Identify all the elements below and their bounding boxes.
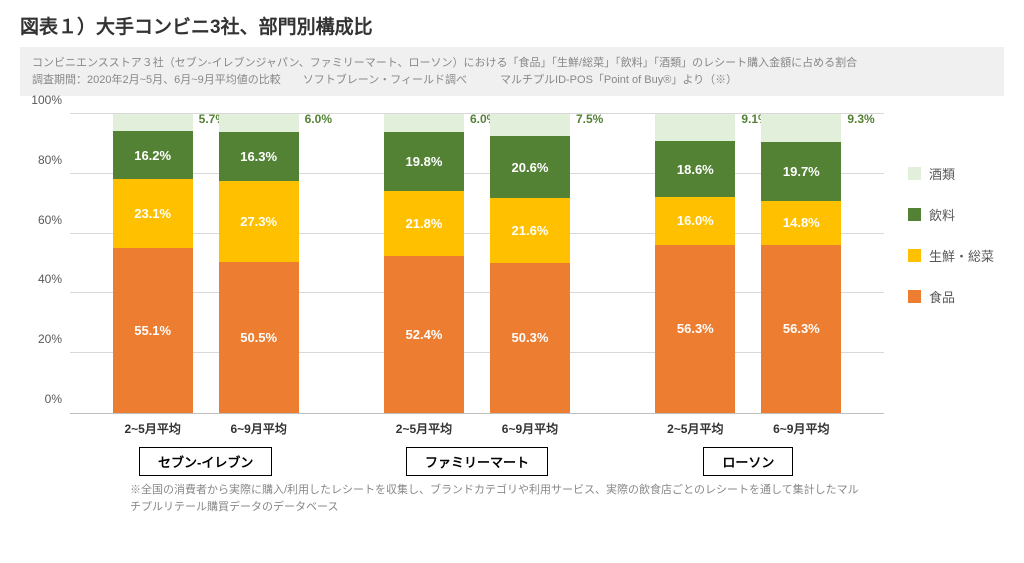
stacked-bar: 6.0%16.3%27.3%50.5% bbox=[219, 114, 299, 413]
x-axis-label: 6~9月平均 bbox=[761, 414, 841, 437]
bar-group: 5.7%16.2%23.1%55.1%6.0%16.3%27.3%50.5% bbox=[70, 114, 341, 413]
stacked-bar: 9.3%19.7%14.8%56.3% bbox=[761, 114, 841, 413]
x-axis-labels: 2~5月平均 6~9月平均 2~5月平均 6~9月平均 2~5月平均 6~9月平均 bbox=[70, 414, 884, 437]
subtitle-line-2: 調査期間：2020年2月~5月、6月~9月平均値の比較 ソフトブレーン・フィール… bbox=[32, 72, 992, 89]
chart-plot-area: 0%20%40%60%80%100%5.7%16.2%23.1%55.1%6.0… bbox=[20, 114, 894, 515]
subtitle-line-1: コンビニエンスストア３社（セブン-イレブンジャパン、ファミリーマート、ローソン）… bbox=[32, 55, 992, 72]
y-tick-label: 100% bbox=[20, 93, 62, 107]
x-axis-label: 2~5月平均 bbox=[113, 414, 193, 437]
y-tick-label: 80% bbox=[20, 153, 62, 167]
legend-label: 飲料 bbox=[929, 205, 955, 224]
bar-segment: 56.3% bbox=[655, 245, 735, 413]
legend-item: 食品 bbox=[908, 287, 1004, 306]
bar-segment: 20.6% bbox=[490, 136, 570, 198]
bar-segment: 21.6% bbox=[490, 198, 570, 263]
bar-group: 9.1%18.6%16.0%56.3%9.3%19.7%14.8%56.3% bbox=[613, 114, 884, 413]
legend-swatch bbox=[908, 208, 921, 221]
bar-segment: 50.5% bbox=[219, 262, 299, 413]
store-label: ファミリーマート bbox=[406, 447, 548, 476]
y-tick-label: 20% bbox=[20, 332, 62, 346]
bar-segment: 14.8% bbox=[761, 201, 841, 245]
bar-segment: 6.0% bbox=[219, 114, 299, 132]
chart-subtitle: コンビニエンスストア３社（セブン-イレブンジャパン、ファミリーマート、ローソン）… bbox=[20, 47, 1004, 96]
bar-segment: 56.3% bbox=[761, 245, 841, 413]
bar-segment: 9.3% bbox=[761, 114, 841, 142]
y-tick-label: 60% bbox=[20, 213, 62, 227]
legend-item: 酒類 bbox=[908, 164, 1004, 183]
bar-segment: 27.3% bbox=[219, 181, 299, 263]
bar-segment: 7.5% bbox=[490, 114, 570, 136]
bar-value-label: 7.5% bbox=[576, 112, 603, 126]
x-axis-label: 2~5月平均 bbox=[384, 414, 464, 437]
legend-swatch bbox=[908, 249, 921, 262]
x-axis-label: 2~5月平均 bbox=[655, 414, 735, 437]
bar-segment: 19.7% bbox=[761, 142, 841, 201]
bar-segment: 18.6% bbox=[655, 141, 735, 197]
bar-segment: 23.1% bbox=[113, 179, 193, 248]
chart-legend: 酒類飲料生鮮・総菜食品 bbox=[894, 114, 1004, 328]
bar-segment: 16.0% bbox=[655, 197, 735, 245]
bar-segment: 50.3% bbox=[490, 263, 570, 413]
bar-group: 6.0%19.8%21.8%52.4%7.5%20.6%21.6%50.3% bbox=[341, 114, 612, 413]
bar-value-label: 9.3% bbox=[847, 112, 874, 126]
legend-swatch bbox=[908, 167, 921, 180]
store-label: ローソン bbox=[703, 447, 793, 476]
store-label-group: ファミリーマート bbox=[341, 447, 612, 476]
y-tick-label: 40% bbox=[20, 272, 62, 286]
legend-label: 食品 bbox=[929, 287, 955, 306]
legend-label: 生鮮・総菜 bbox=[929, 246, 994, 265]
bar-groups: 5.7%16.2%23.1%55.1%6.0%16.3%27.3%50.5%6.… bbox=[70, 114, 884, 413]
chart-plot: 0%20%40%60%80%100%5.7%16.2%23.1%55.1%6.0… bbox=[70, 114, 884, 414]
stacked-bar: 6.0%19.8%21.8%52.4% bbox=[384, 114, 464, 413]
bar-segment: 19.8% bbox=[384, 132, 464, 191]
chart-container: 0%20%40%60%80%100%5.7%16.2%23.1%55.1%6.0… bbox=[20, 114, 1004, 515]
stacked-bar: 9.1%18.6%16.0%56.3% bbox=[655, 114, 735, 413]
legend-swatch bbox=[908, 290, 921, 303]
x-axis-label: 6~9月平均 bbox=[490, 414, 570, 437]
bar-segment: 16.3% bbox=[219, 132, 299, 181]
legend-item: 生鮮・総菜 bbox=[908, 246, 1004, 265]
bar-segment: 16.2% bbox=[113, 131, 193, 179]
stacked-bar: 7.5%20.6%21.6%50.3% bbox=[490, 114, 570, 413]
bar-segment: 52.4% bbox=[384, 256, 464, 413]
bar-segment: 5.7% bbox=[113, 114, 193, 131]
legend-item: 飲料 bbox=[908, 205, 1004, 224]
store-label: セブン-イレブン bbox=[139, 447, 272, 476]
bar-value-label: 6.0% bbox=[305, 112, 332, 126]
x-label-group: 2~5月平均 6~9月平均 bbox=[70, 414, 341, 437]
bar-segment: 55.1% bbox=[113, 248, 193, 413]
chart-title: 図表１）大手コンビニ3社、部門別構成比 bbox=[20, 12, 1004, 39]
bar-segment: 21.8% bbox=[384, 191, 464, 256]
legend-label: 酒類 bbox=[929, 164, 955, 183]
chart-footnote: ※全国の消費者から実際に購入/利用したレシートを収集し、ブランドカテゴリや利用サ… bbox=[130, 482, 864, 515]
bar-segment: 9.1% bbox=[655, 114, 735, 141]
stacked-bar: 5.7%16.2%23.1%55.1% bbox=[113, 114, 193, 413]
store-label-group: セブン-イレブン bbox=[70, 447, 341, 476]
x-label-group: 2~5月平均 6~9月平均 bbox=[613, 414, 884, 437]
x-axis-label: 6~9月平均 bbox=[219, 414, 299, 437]
y-tick-label: 0% bbox=[20, 392, 62, 406]
bar-segment: 6.0% bbox=[384, 114, 464, 132]
store-label-group: ローソン bbox=[613, 447, 884, 476]
x-label-group: 2~5月平均 6~9月平均 bbox=[341, 414, 612, 437]
store-labels-row: セブン-イレブン ファミリーマート ローソン bbox=[70, 447, 884, 476]
